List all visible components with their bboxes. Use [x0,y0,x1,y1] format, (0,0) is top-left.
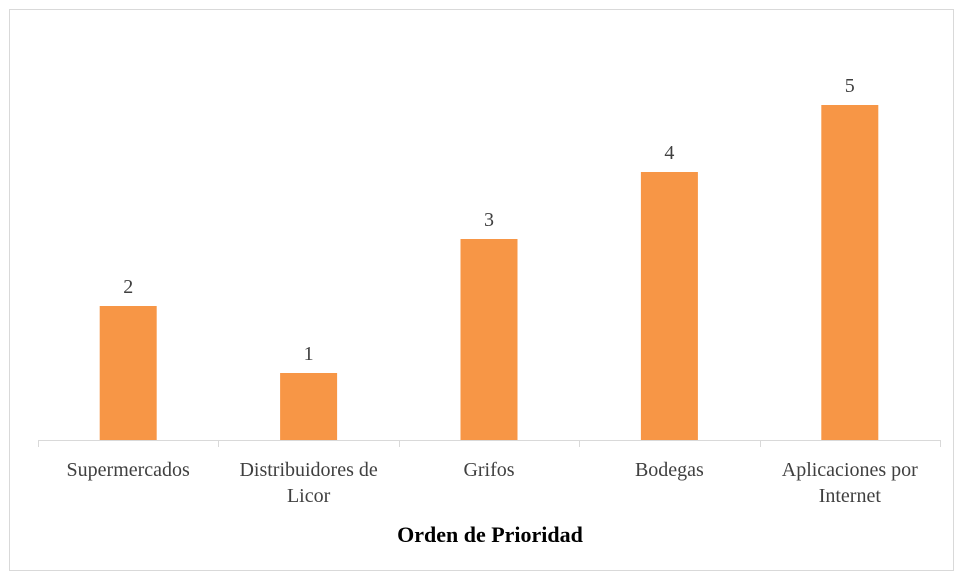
x-tick-label: Grifos [463,459,515,481]
data-label: 4 [664,142,674,164]
bar [99,306,157,440]
data-label: 1 [304,343,314,365]
data-label: 5 [845,75,855,97]
chart-frame [9,9,954,571]
x-tick-label: Aplicaciones por Internet [781,459,918,507]
x-tick-label: Bodegas [634,459,704,481]
bar [821,105,879,440]
x-axis-title: Orden de Prioridad [397,522,583,547]
data-label: 2 [123,276,133,298]
bar [280,373,338,440]
data-label: 3 [484,209,494,231]
bar [460,239,518,440]
x-tick-label: Supermercados [66,459,190,481]
x-tick-label: Distribuidores de Licor [239,459,378,507]
bar [640,172,698,440]
